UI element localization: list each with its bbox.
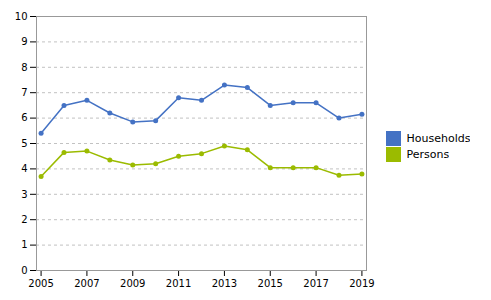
svg-text:10: 10 [15,11,28,22]
svg-text:1: 1 [21,239,27,250]
svg-text:2015: 2015 [258,278,283,289]
svg-text:6: 6 [21,112,27,123]
svg-text:8: 8 [21,62,27,73]
html-text:Persons: Persons [406,148,450,162]
svg-text:4: 4 [21,163,27,174]
svg-text:0: 0 [21,265,27,276]
svg-text:2: 2 [21,214,27,225]
svg-text:2011: 2011 [166,278,191,289]
svg-text:9: 9 [21,36,27,47]
svg-text:2005: 2005 [28,278,53,289]
svg-text:5: 5 [21,138,27,149]
svg-text:2007: 2007 [74,278,99,289]
svg-text:7: 7 [21,87,27,98]
html-text:Households: Households [406,132,471,146]
svg-text:2013: 2013 [212,278,237,289]
svg-text:2009: 2009 [120,278,145,289]
svg-text:3: 3 [21,189,27,200]
svg-text:2019: 2019 [349,278,374,289]
svg-text:2017: 2017 [303,278,328,289]
